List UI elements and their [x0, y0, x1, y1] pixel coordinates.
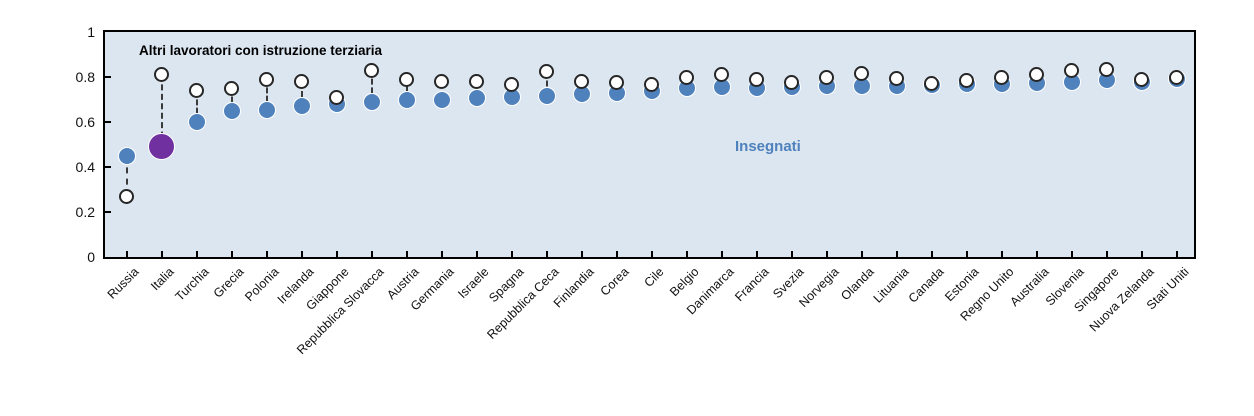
x-tick [545, 251, 548, 257]
x-tick [1070, 251, 1073, 257]
pair-connector [370, 70, 373, 102]
others-dot [924, 76, 940, 92]
others-dot [609, 75, 625, 91]
others-dot [364, 62, 380, 78]
others-dot [1029, 67, 1045, 83]
x-tick [685, 251, 688, 257]
teachers-dot [467, 89, 486, 108]
x-tick [510, 251, 513, 257]
teachers-dot [362, 92, 381, 111]
series-label-others: Altri lavoratori con istruzione terziari… [139, 43, 383, 58]
plot-area: Altri lavoratori con istruzione terziari… [103, 30, 1196, 259]
x-tick [160, 251, 163, 257]
x-tick [1035, 251, 1038, 257]
others-dot [679, 69, 695, 85]
y-axis-label: 0.4 [75, 159, 95, 175]
pair-connector [160, 74, 163, 147]
x-tick [440, 251, 443, 257]
x-tick [825, 251, 828, 257]
others-dot [959, 72, 975, 88]
pair-connector [125, 155, 128, 197]
x-tick [300, 251, 303, 257]
others-dot [574, 74, 590, 89]
teachers-dot [222, 101, 241, 120]
highlighted-teachers-dot [148, 133, 176, 161]
others-dot [889, 70, 905, 86]
teachers-dot [257, 100, 276, 119]
others-dot [469, 74, 485, 89]
y-axis-label: 1 [87, 24, 95, 40]
x-tick [790, 251, 793, 257]
teachers-dot [292, 97, 311, 116]
x-tick [265, 251, 268, 257]
y-axis-label: 0.8 [75, 69, 95, 85]
teachers-dot [117, 146, 136, 165]
others-dot [259, 71, 275, 87]
x-tick [755, 251, 758, 257]
others-dot [119, 188, 135, 204]
others-dot [294, 74, 310, 89]
y-tick [105, 166, 111, 168]
others-dot [994, 69, 1010, 85]
pair-connector [300, 81, 303, 107]
x-tick [1000, 251, 1003, 257]
x-tick [335, 251, 338, 257]
teachers-dot [397, 90, 416, 109]
pair-connector [230, 88, 233, 111]
others-dot [224, 80, 240, 96]
x-tick [650, 251, 653, 257]
y-axis-label: 0 [87, 249, 95, 265]
others-dot [854, 66, 870, 82]
x-tick [405, 251, 408, 257]
others-dot [784, 75, 800, 91]
x-tick [930, 251, 933, 257]
y-axis-label: 0.6 [75, 114, 95, 130]
others-dot [504, 77, 520, 93]
x-tick [230, 251, 233, 257]
x-tick [1175, 251, 1178, 257]
y-tick [105, 76, 111, 78]
others-dot [1169, 69, 1185, 85]
others-dot [1134, 71, 1150, 87]
x-tick [475, 251, 478, 257]
x-tick [615, 251, 618, 257]
others-dot [714, 67, 730, 83]
teachers-dot [537, 87, 556, 106]
y-axis-label: 0.2 [75, 204, 95, 220]
teachers-dot [187, 113, 206, 131]
y-tick [105, 211, 111, 213]
pair-connector [265, 79, 268, 110]
pair-connector [405, 79, 408, 100]
x-tick [195, 251, 198, 257]
others-dot [434, 74, 450, 89]
x-tick [370, 251, 373, 257]
others-dot [189, 83, 205, 98]
pair-connector [545, 71, 548, 97]
series-label-teachers: Insegnati [735, 138, 801, 155]
x-tick [1105, 251, 1108, 257]
x-tick [965, 251, 968, 257]
y-tick [105, 121, 111, 123]
others-dot [1099, 61, 1115, 77]
pair-connector [195, 90, 198, 122]
x-tick [125, 251, 128, 257]
others-dot [644, 77, 660, 93]
x-tick [580, 251, 583, 257]
others-dot [399, 71, 415, 87]
teachers-dot [432, 90, 451, 109]
x-tick [1140, 251, 1143, 257]
x-tick [895, 251, 898, 257]
x-tick [720, 251, 723, 257]
others-dot [539, 63, 555, 79]
x-tick [860, 251, 863, 257]
others-dot [819, 69, 835, 85]
others-dot [154, 67, 170, 83]
others-dot [329, 89, 345, 105]
others-dot [749, 71, 765, 87]
others-dot [1064, 62, 1080, 78]
